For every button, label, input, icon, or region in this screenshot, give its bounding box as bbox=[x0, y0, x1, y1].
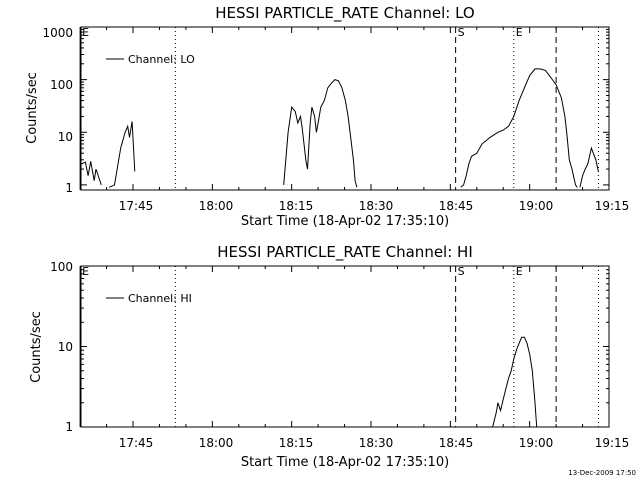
panel-lo-xaxis-label: Start Time (18-Apr-02 17:35:10) bbox=[241, 214, 449, 229]
panel-lo-ytick-label: 1000 bbox=[42, 26, 73, 40]
panel-hi-ytick-label: 1 bbox=[65, 420, 73, 434]
panel-lo-xtick-label: 19:00 bbox=[519, 199, 554, 213]
panel-hi-xtick-label: 19:00 bbox=[519, 436, 554, 450]
marker-label: E bbox=[516, 265, 523, 278]
series-line-segment bbox=[492, 336, 538, 428]
panel-lo-ytick-label: 10 bbox=[58, 130, 73, 144]
marker-label: S bbox=[458, 26, 465, 39]
footer-timestamp: 13-Dec-2009 17:50 bbox=[568, 469, 636, 477]
panel-lo-plot-frame bbox=[80, 26, 610, 191]
series-line-segment bbox=[80, 161, 102, 186]
panel-hi-title: HESSI PARTICLE_RATE Channel: HI bbox=[217, 243, 473, 262]
panel-hi-xtick-label: 17:45 bbox=[119, 436, 154, 450]
panel-hi-yaxis-label: Counts/sec bbox=[29, 311, 44, 383]
panel-hi: HESSI PARTICLE_RATE Channel: HI E S E 1 10… bbox=[29, 243, 629, 470]
series-line-segment bbox=[579, 146, 599, 188]
panel-hi-xtick-label: 18:30 bbox=[359, 436, 394, 450]
panel-lo-ytick-label: 1 bbox=[65, 181, 73, 195]
panel-lo-xtick-label: 18:00 bbox=[199, 199, 234, 213]
marker-label: E bbox=[82, 26, 89, 39]
panel-hi-ticks bbox=[81, 265, 610, 428]
panel-hi-xtick-label: 18:45 bbox=[439, 436, 474, 450]
panel-hi-legend-label: Channel: HI bbox=[128, 292, 192, 305]
series-line-segment bbox=[108, 121, 136, 188]
marker-label: E bbox=[82, 265, 89, 278]
panel-lo-ytick-label: 100 bbox=[50, 78, 73, 92]
panel-lo-title: HESSI PARTICLE_RATE Channel: LO bbox=[215, 4, 474, 23]
panel-hi-xaxis-label: Start Time (18-Apr-02 17:35:10) bbox=[241, 455, 449, 470]
series-line-segment bbox=[460, 68, 578, 188]
panel-lo-xtick-label: 18:15 bbox=[279, 199, 314, 213]
panel-hi-ytick-label: 100 bbox=[50, 260, 73, 274]
panel-hi-plot-frame bbox=[80, 265, 610, 428]
panel-hi-xtick-label: 19:15 bbox=[595, 436, 630, 450]
panel-lo-xtick-label: 19:15 bbox=[595, 199, 630, 213]
series-line-segment bbox=[283, 79, 358, 188]
panel-lo: HESSI PARTICLE_RATE Channel: LO E S E 1 10… bbox=[25, 4, 629, 229]
panel-hi-xtick-label: 18:00 bbox=[199, 436, 234, 450]
panel-hi-xtick-label: 18:15 bbox=[279, 436, 314, 450]
panel-lo-ticks bbox=[81, 26, 610, 190]
panel-lo-legend-label: Channel: LO bbox=[128, 53, 195, 66]
panel-hi-ytick-label: 10 bbox=[58, 340, 73, 354]
panel-lo-xtick-label: 18:45 bbox=[439, 199, 474, 213]
panel-lo-yaxis-label: Counts/sec bbox=[25, 72, 40, 144]
panel-lo-series bbox=[80, 68, 599, 188]
marker-label: S bbox=[458, 265, 465, 278]
marker-label: E bbox=[516, 26, 523, 39]
panel-lo-xtick-label: 18:30 bbox=[359, 199, 394, 213]
panel-lo-xtick-label: 17:45 bbox=[119, 199, 154, 213]
panel-hi-series bbox=[492, 336, 538, 428]
